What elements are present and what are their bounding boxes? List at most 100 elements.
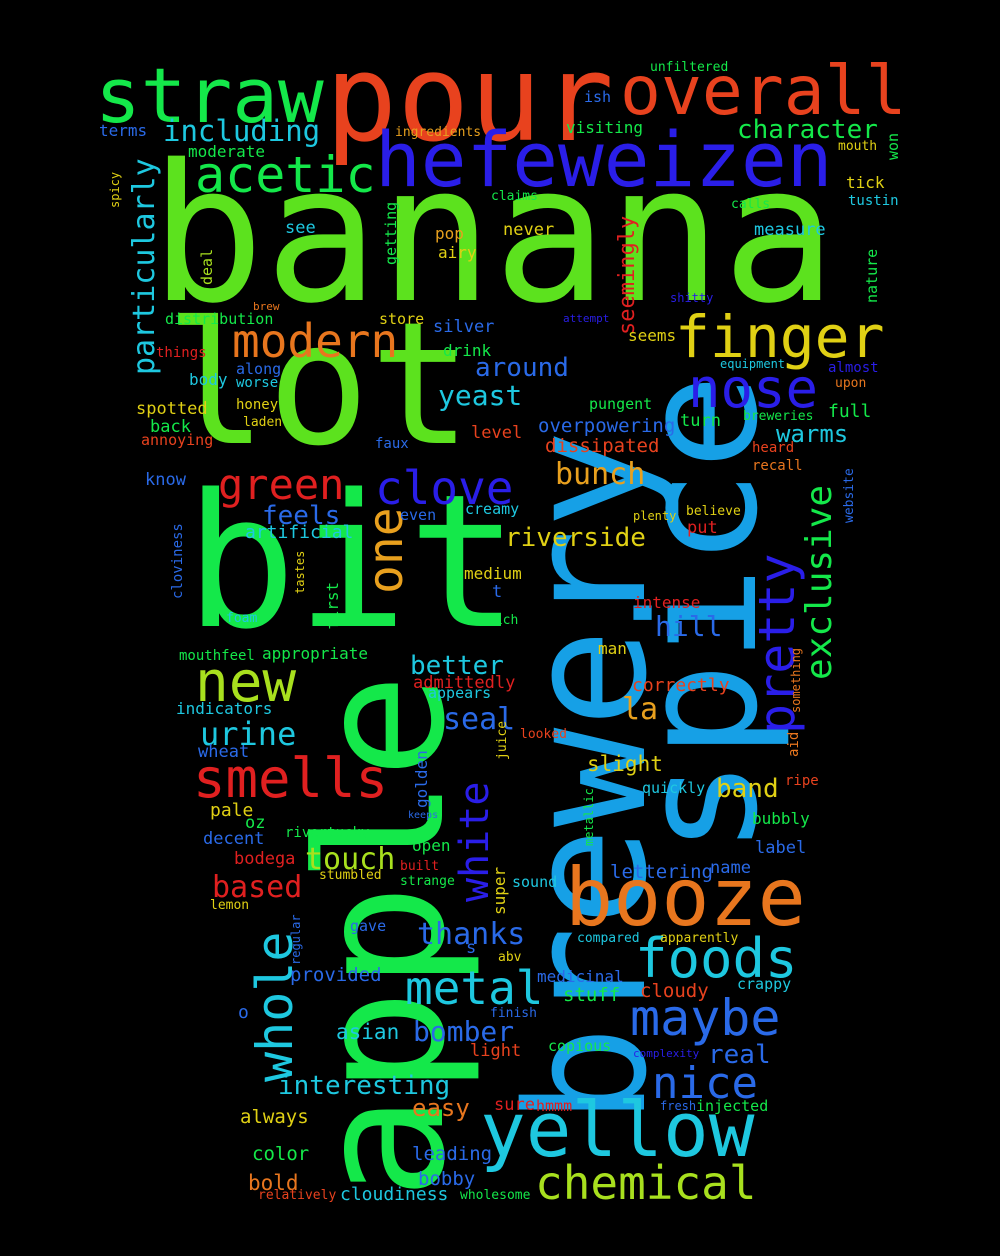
word-heard: heard (752, 440, 795, 456)
word-name: name (710, 858, 751, 878)
word-always: always (240, 1106, 309, 1128)
word-exclusive: exclusive (799, 484, 840, 680)
word-admittedly: admittedly (413, 673, 516, 693)
word-decent: decent (203, 829, 265, 849)
word-s: s (466, 938, 477, 958)
word-open: open (412, 836, 451, 855)
word-believe: believe (686, 504, 741, 519)
word-including: including (163, 114, 321, 148)
word-cloviness: cloviness (170, 523, 186, 599)
word-upon: upon (835, 376, 867, 391)
word-spotted: spotted (136, 399, 208, 419)
word-looked: looked (520, 727, 567, 742)
word-lettering: lettering (610, 861, 713, 883)
word-seems: seems (628, 326, 677, 345)
word-brew: brew (253, 300, 280, 313)
word-touch: touch (305, 842, 396, 877)
word-real: real (708, 1040, 771, 1070)
word-tick: tick (846, 173, 885, 192)
word-metal: metal (405, 961, 544, 1015)
word-green: green (218, 460, 345, 509)
word-built: built (400, 859, 440, 874)
word-relatively: relatively (258, 1188, 337, 1203)
word-artificial: artificial (245, 522, 354, 543)
word-airy: airy (438, 243, 477, 262)
word-ripe: ripe (785, 773, 819, 789)
word-label: label (755, 838, 807, 858)
word-metallic: metallic (582, 788, 596, 846)
word-stuff: stuff (563, 984, 621, 1006)
word-mouthfeel: mouthfeel (179, 648, 255, 664)
word-full: full (828, 401, 872, 422)
word-t: t (492, 582, 503, 602)
word-asian: asian (336, 1020, 400, 1044)
word-tustin: tustin (848, 193, 899, 209)
word-feels: feels (262, 501, 341, 531)
word-pop: pop (435, 224, 464, 243)
word-o: o (238, 1002, 249, 1023)
word-urine: urine (200, 715, 297, 753)
word-recall: recall (752, 458, 803, 474)
word-acetic: acetic (195, 146, 376, 204)
word-creamy: creamy (465, 500, 520, 518)
word-rivertucky: rivertucky (285, 825, 370, 841)
word-smells: smells (193, 747, 389, 810)
word-thanks: thanks (417, 917, 526, 952)
word-around: around (475, 353, 569, 383)
word-wheat: wheat (198, 742, 250, 762)
word-leading: leading (412, 1143, 493, 1165)
word-dissipated: dissipated (545, 435, 660, 457)
word-intense: intense (633, 593, 701, 612)
word-terms: terms (99, 121, 148, 140)
word-riverside: riverside (505, 523, 646, 553)
word-claims: claims (491, 189, 538, 204)
word-interesting: interesting (278, 1071, 451, 1101)
word-maybe: maybe (630, 989, 781, 1047)
word-medium: medium (464, 564, 522, 583)
word-lot: lot (165, 286, 473, 484)
word-plenty: plenty (633, 509, 677, 523)
word-compared: compared (577, 931, 640, 946)
word-stumbled: stumbled (319, 868, 382, 883)
word-gave: gave (350, 917, 387, 935)
word-seemingly: seemingly (615, 215, 640, 335)
word-slight: slight (587, 752, 663, 776)
word-ingredients: ingredients (395, 125, 482, 140)
word-easy: easy (412, 1094, 470, 1122)
word-annoying: annoying (141, 431, 214, 449)
word-correctly: correctly (632, 675, 730, 696)
word-appears: appears (428, 684, 492, 702)
word-seal: seal (443, 702, 516, 737)
word-pale: pale (210, 800, 254, 821)
word-apparently: apparently (660, 931, 739, 946)
word-band: band (716, 774, 779, 804)
word-man: man (598, 639, 627, 658)
word-along: along (236, 360, 282, 378)
word-mouth: mouth (838, 139, 878, 154)
word-level: level (471, 423, 523, 443)
word-better: better (410, 651, 504, 681)
word-fresh: fresh (660, 1099, 697, 1113)
word-color: color (252, 1143, 310, 1165)
word-aid: aid (786, 731, 802, 757)
word-keeps: keeps (408, 810, 439, 821)
word-sound: sound (512, 873, 558, 891)
word-bold: bold (248, 1171, 299, 1195)
word-spicy: spicy (108, 171, 122, 208)
word-body: body (189, 370, 228, 389)
word-cloudy: cloudy (640, 980, 709, 1002)
word-injected: injected (696, 1097, 769, 1115)
word-bomber: bomber (413, 1015, 515, 1048)
word-pungent: pungent (589, 395, 653, 413)
word-put: put (687, 518, 718, 538)
word-hill: hill (655, 610, 723, 643)
word-new: new (195, 650, 297, 715)
word-based: based (212, 870, 303, 905)
word-booze: booze (565, 851, 806, 944)
word-equipment: equipment (720, 357, 786, 371)
word-lemon: lemon (210, 898, 250, 913)
word-white: white (452, 781, 498, 902)
word-abv: abv (498, 950, 522, 965)
word-character: character (737, 115, 878, 145)
word-hmmm: hmmm (536, 1097, 573, 1115)
